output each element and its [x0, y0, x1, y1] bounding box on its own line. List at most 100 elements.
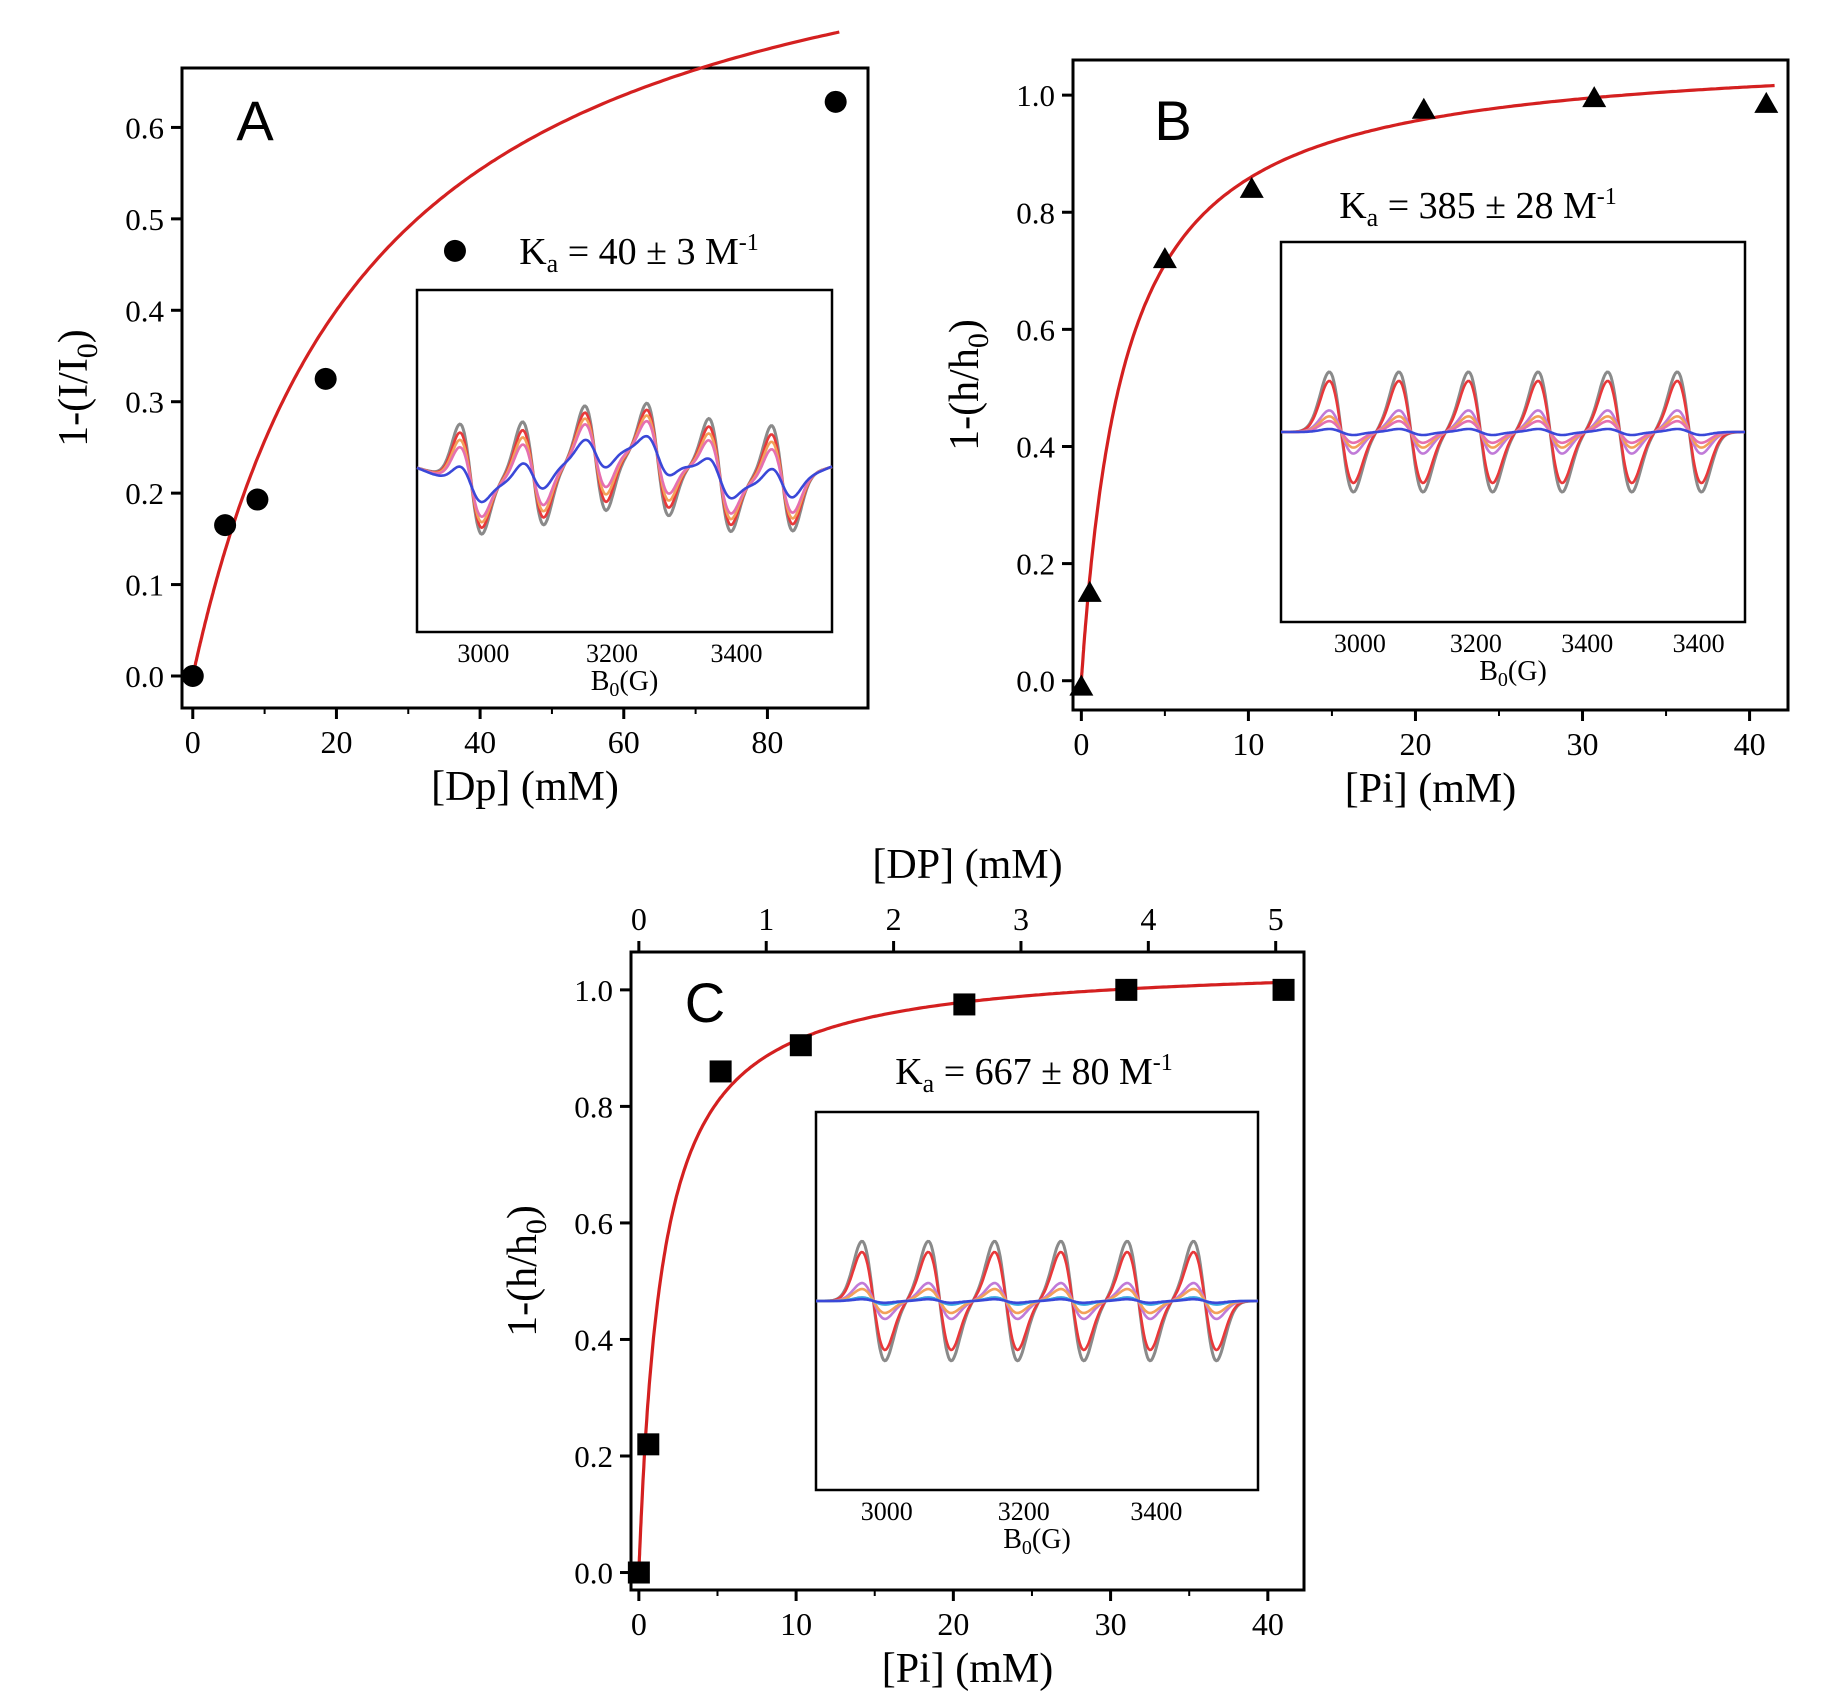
x-tick-label: 20 [937, 1606, 969, 1642]
panel-a: 0 20 40 60 80 0.0 0.1 0.2 0.3 0.4 0.5 0.6 [Dp] (mM) 1… [51, 30, 870, 810]
data-point [1069, 674, 1094, 696]
y-tick-label: 0.1 [125, 568, 164, 603]
y-tick-label: 0.0 [1016, 664, 1055, 699]
x-tick-label: 80 [751, 724, 783, 760]
x-tick-label: 10 [1232, 726, 1264, 762]
y-tick-label: 0.2 [574, 1439, 613, 1474]
data-point [181, 665, 204, 687]
y-tick-label: 0.8 [1016, 195, 1055, 230]
y-tick-label: 0.6 [1016, 312, 1055, 347]
x-tick-label: 0 [1073, 726, 1089, 762]
x-tick-label: 40 [464, 724, 496, 760]
inset-trace-blue [416, 434, 833, 504]
top-x-tick-label: 5 [1268, 901, 1284, 937]
inset-x-label: B0(G) [1003, 1524, 1071, 1559]
y-axis-label-main: 1-(I/I [51, 358, 97, 447]
y-tick-label: 0.3 [125, 385, 164, 420]
y-axis-label: 1-(h/h0) [942, 319, 995, 451]
data-point [627, 1561, 650, 1584]
ka-prefix: K [895, 1051, 923, 1093]
ka-annotation: Ka = 40 ± 3 M-1 [519, 230, 759, 278]
data-point [1152, 247, 1177, 269]
data-point [1272, 978, 1295, 1001]
y-axis-label-sub: 0 [962, 333, 995, 348]
y-tick-label: 1.0 [1016, 78, 1055, 113]
inset-x-label-tail: (G) [1032, 1524, 1071, 1555]
panel-label: C [685, 971, 725, 1034]
top-x-tick-label: 1 [758, 901, 774, 937]
x-tick-label: 60 [608, 724, 640, 760]
panel-label: B [1154, 89, 1191, 152]
y-tick-label: 0.6 [574, 1206, 613, 1241]
ka-value: = 667 ± 80 M [934, 1051, 1153, 1093]
inset-tick-label: 3400 [1561, 629, 1613, 658]
x-tick-label: 0 [631, 1606, 647, 1642]
ka-annotation: Ka = 667 ± 80 M-1 [895, 1050, 1173, 1098]
inset-trace-pink [416, 419, 833, 519]
ka-value: = 40 ± 3 M [558, 231, 739, 273]
data-point [214, 514, 237, 537]
top-x-tick-label: 0 [631, 901, 647, 937]
inset-x-label-main: B [1479, 656, 1498, 687]
inset-trace-blue [1281, 427, 1745, 437]
inset-tick-label: 3400 [1673, 629, 1725, 658]
x-axis-label: [Pi] (mM) [882, 1646, 1054, 1692]
data-point [824, 90, 847, 113]
fit-curve [191, 30, 840, 677]
x-tick-label: 0 [185, 724, 201, 760]
y-axis-label-tail: ) [51, 329, 97, 343]
ka-sub: a [1367, 203, 1379, 232]
plot-frame [1071, 58, 1790, 712]
plot-frame [180, 66, 870, 710]
data-point [1754, 91, 1779, 113]
inset-x-label-sub: 0 [1022, 1537, 1032, 1559]
x-axis-label: [Pi] (mM) [1345, 766, 1517, 812]
top-x-tick-label: 2 [886, 901, 902, 937]
inset-x-label-tail: (G) [619, 666, 658, 697]
inset-x-label: B0(G) [591, 666, 659, 701]
data-point [709, 1060, 732, 1083]
data-point [1411, 97, 1436, 119]
inset-tick-label: 3400 [1130, 1497, 1182, 1526]
panel-b: 0 10 20 30 40 0.0 0.2 0.4 0.6 0.8 1.0 [Pi] (mM) 1-(h… [942, 58, 1790, 812]
fit-curve [1079, 83, 1775, 681]
data-point [1582, 86, 1607, 108]
y-tick-label: 0.0 [125, 659, 164, 694]
data-point [1077, 580, 1102, 602]
ka-sub: a [923, 1069, 935, 1098]
x-tick-label: 20 [1399, 726, 1431, 762]
top-x-tick-label: 4 [1140, 901, 1156, 937]
top-x-tick-label: 3 [1013, 901, 1029, 937]
y-tick-label: 0.0 [574, 1556, 613, 1591]
inset-x-label-main: B [591, 666, 610, 697]
inset-tick-label: 3200 [998, 1497, 1050, 1526]
inset-x-label-sub: 0 [1498, 669, 1508, 691]
inset-tick-label: 3000 [1334, 629, 1386, 658]
inset-tick-label: 3000 [861, 1497, 913, 1526]
data-point [1115, 978, 1138, 1001]
ka-annotation: Ka = 385 ± 28 M-1 [1339, 184, 1617, 232]
y-axis-label-main: 1-(h/h [500, 1234, 546, 1337]
inset-trace-red [816, 1250, 1258, 1352]
top-x-axis-label: [DP] (mM) [872, 842, 1062, 888]
ka-prefix: K [1339, 185, 1367, 227]
inset-trace-blue [816, 1297, 1258, 1305]
data-point [1239, 176, 1264, 198]
data-point [789, 1034, 812, 1057]
y-tick-label: 0.8 [574, 1089, 613, 1124]
ka-sup: -1 [1153, 1050, 1173, 1076]
data-point [246, 488, 269, 511]
y-tick-label: 0.5 [125, 202, 164, 237]
inset-tick-label: 3400 [711, 639, 763, 668]
ka-prefix: K [519, 231, 547, 273]
x-tick-label: 30 [1095, 1606, 1127, 1642]
ka-sub: a [547, 249, 559, 278]
inset-tick-label: 3000 [457, 639, 509, 668]
y-tick-label: 1.0 [574, 973, 613, 1008]
y-tick-label: 0.2 [1016, 547, 1055, 582]
inset-trace-red [1281, 379, 1745, 485]
plot-frame [629, 950, 1306, 1592]
panel-c: 0 10 20 30 400.00.20.40.60.81.0[Pi] (mM)1-(h… [500, 842, 1306, 1692]
y-axis-label-main: 1-(h/h [942, 348, 988, 451]
